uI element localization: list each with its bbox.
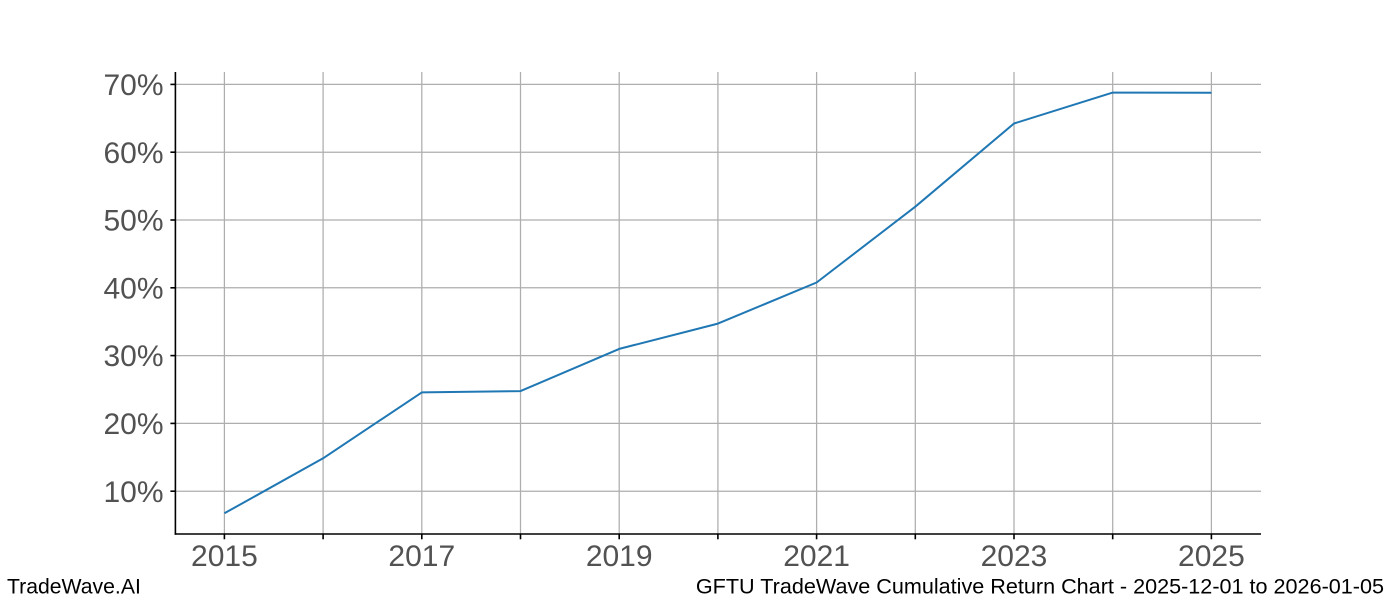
svg-text:50%: 50% xyxy=(103,205,163,238)
svg-text:2017: 2017 xyxy=(388,540,455,573)
svg-text:2015: 2015 xyxy=(191,540,258,573)
svg-text:10%: 10% xyxy=(103,476,163,509)
svg-text:60%: 60% xyxy=(103,137,163,170)
svg-text:2023: 2023 xyxy=(981,540,1048,573)
svg-text:2025: 2025 xyxy=(1178,540,1245,573)
svg-text:GFTU TradeWave Cumulative Retu: GFTU TradeWave Cumulative Return Chart -… xyxy=(696,573,1384,598)
svg-text:30%: 30% xyxy=(103,340,163,373)
svg-text:2019: 2019 xyxy=(586,540,653,573)
svg-text:TradeWave.AI: TradeWave.AI xyxy=(7,575,141,598)
svg-text:70%: 70% xyxy=(103,69,163,102)
svg-text:20%: 20% xyxy=(103,408,163,441)
svg-text:40%: 40% xyxy=(103,272,163,305)
svg-text:2021: 2021 xyxy=(783,540,850,573)
